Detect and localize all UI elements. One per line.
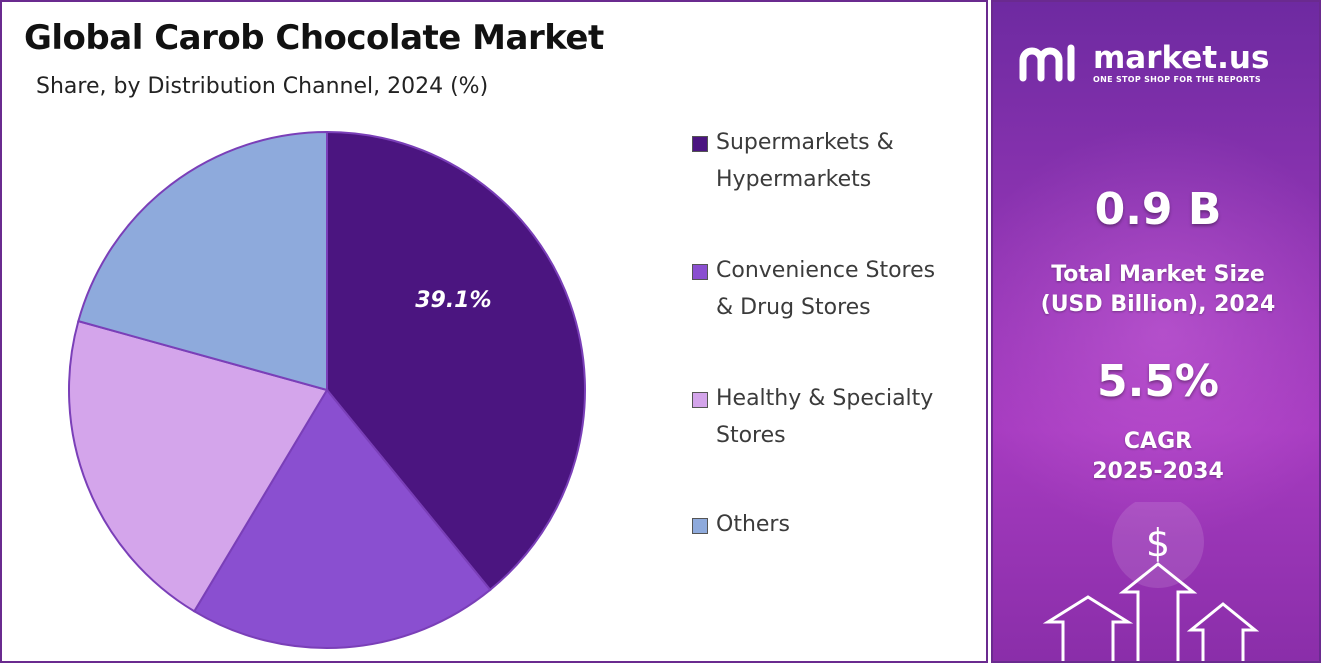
legend-label-line: Others [716,512,790,537]
brand: market.us ONE STOP SHOP FOR THE REPORTS [1017,40,1269,84]
pie-slice-4 [77,130,328,392]
market-size-value: 0.9 B [1094,184,1222,235]
cagr-period: 2025-2034 [1092,459,1224,484]
cagr-label: CAGR [1123,429,1193,454]
legend-swatch-3 [692,392,708,408]
dollar-symbol: $ [1146,521,1170,565]
legend-label-line: Convenience Stores [716,258,936,283]
summary-panel: market.us ONE STOP SHOP FOR THE REPORTS … [991,0,1321,663]
legend-item-2: Convenience Stores & Drug Stores [692,252,978,326]
chart-panel: Global Carob Chocolate Market Share, by … [0,0,988,663]
chart-subtitle: Share, by Distribution Channel, 2024 (%) [36,74,489,99]
legend-swatch-4 [692,518,708,534]
data-label-1: 39.1% [415,288,491,313]
legend-item-3: Healthy & Specialty Stores [692,380,978,454]
brand-name: market.us [1093,39,1270,76]
legend-item-1: Supermarkets & Hypermarkets [692,124,978,198]
legend-label-line: Healthy & Specialty [716,386,934,411]
legend-label-line: & Drug Stores [716,295,871,320]
market-size-label-line-1: Total Market Size [1051,262,1265,287]
pie-slice-1 [326,130,586,592]
legend-label-1: Supermarkets & Hypermarkets [716,124,978,198]
market-us-logo-icon [1019,44,1075,82]
legend-label-line: Hypermarkets [716,167,872,192]
legend-swatch-1 [692,136,708,152]
brand-tagline: ONE STOP SHOP FOR THE REPORTS [1093,74,1261,84]
legend-item-4: Others [692,506,978,543]
pie-slice-3 [68,319,329,613]
legend-label-line: Supermarkets & [716,130,894,155]
background-glow [993,122,1319,542]
pie-chart: 39.1% [68,130,586,649]
dollar-growth-arrows-icon: $ [1042,502,1260,661]
chart-title: Global Carob Chocolate Market [24,18,604,58]
cagr-value: 5.5% [1096,356,1220,407]
legend-label-2: Convenience Stores & Drug Stores [716,252,978,326]
legend-swatch-2 [692,264,708,280]
pie-slice-2 [192,388,492,649]
legend-label-4: Others [716,506,978,543]
legend-label-3: Healthy & Specialty Stores [716,380,978,454]
legend-label-line: Stores [716,423,786,448]
market-size-label-line-2: (USD Billion), 2024 [1040,292,1276,317]
